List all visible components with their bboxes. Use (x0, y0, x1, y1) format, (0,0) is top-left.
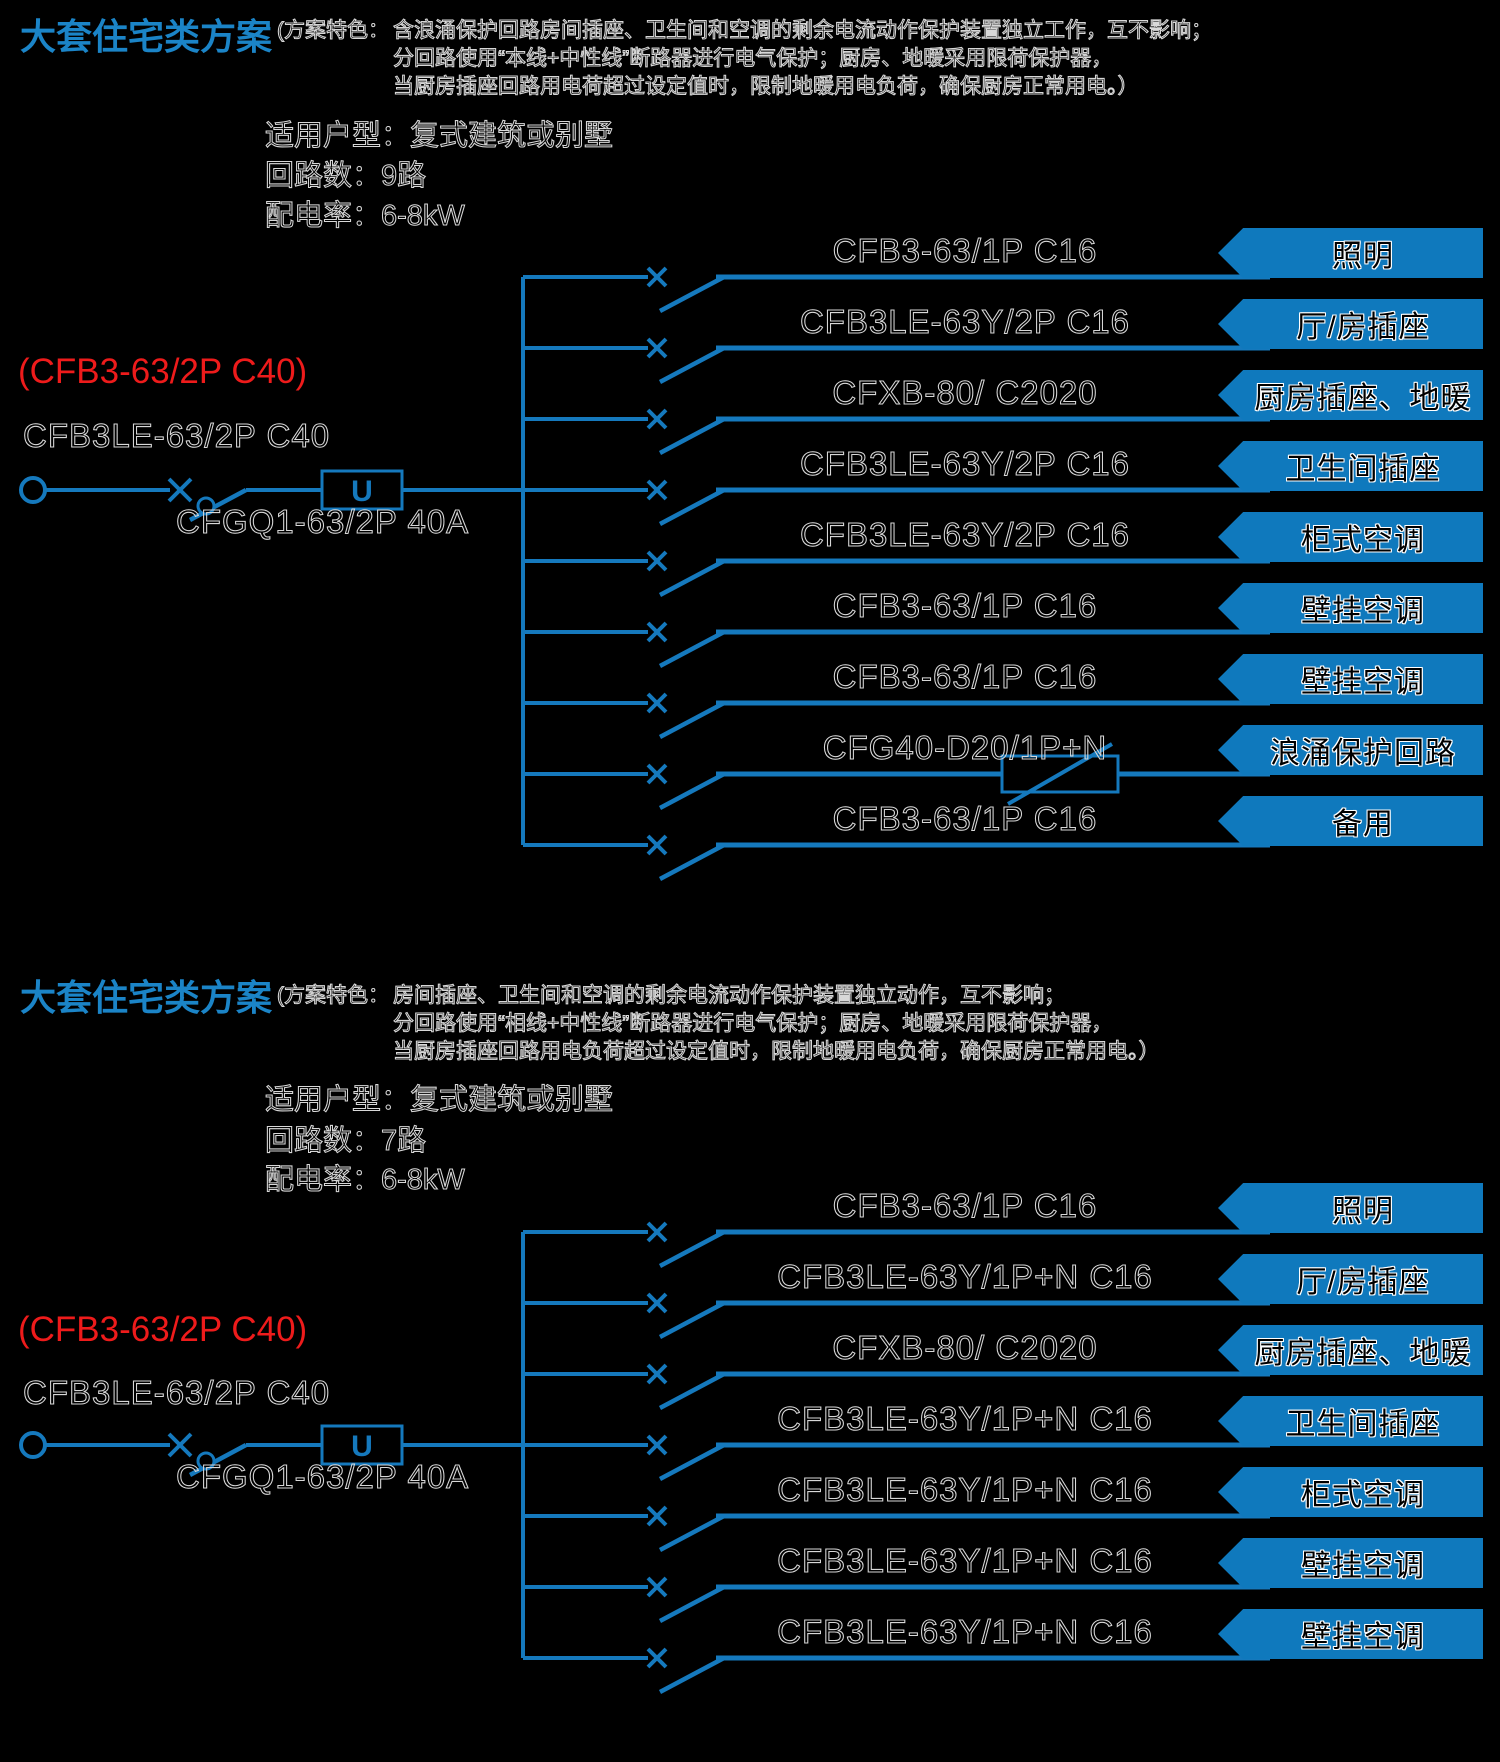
main-breaker-model: CFB3LE-63/2P C40 (22, 416, 331, 454)
circuit-model: CFB3LE-63Y/2P C16 (799, 302, 1131, 340)
load-label: 照明 (1332, 1195, 1394, 1228)
feature-line: 含浪涌保护回路房间插座、卫生间和空调的剩余电流动作保护装置独立工作，互不影响； (392, 18, 1212, 42)
load-label: 壁挂空调 (1301, 666, 1425, 699)
circuit-model: CFXB-80/ C2020 (832, 1328, 1098, 1366)
info-house-type: 适用户型：复式建筑或别墅 (264, 1083, 614, 1116)
scheme-title: 大套住宅类方案 (20, 16, 273, 57)
load-label: 柜式空调 (1301, 524, 1425, 557)
scheme-title: 大套住宅类方案 (20, 977, 273, 1018)
circuit-model: CFB3-63/1P C16 (832, 657, 1098, 695)
feature-line: 分回路使用“相线+中性线”断路器进行电气保护；厨房、地暖采用限荷保护器， (392, 1011, 1113, 1035)
load-label: 备用 (1332, 808, 1394, 841)
load-label: 厅/房插座 (1296, 311, 1430, 344)
load-label: 厨房插座、地暖 (1254, 382, 1472, 415)
info-circuit-count: 回路数：7路 (264, 1124, 427, 1157)
feature-line: 当厨房插座回路用电荷超过设定值时，限制地暖用电负荷，确保厨房正常用电。） (392, 74, 1139, 98)
load-banner: 卫生间插座 (1218, 1396, 1483, 1446)
info-house-type: 适用户型：复式建筑或别墅 (264, 119, 614, 152)
feature-label: (方案特色： (276, 983, 389, 1007)
feature-line: 当厨房插座回路用电负荷超过设定值时，限制地暖用电负荷，确保厨房正常用电。） (392, 1039, 1160, 1063)
feature-line: 分回路使用“本线+中性线”断路器进行电气保护；厨房、地暖采用限荷保护器， (392, 46, 1113, 70)
feature-label: (方案特色： (276, 18, 389, 42)
circuit-model: CFB3-63/1P C16 (832, 1186, 1098, 1224)
circuit-model: CFB3-63/1P C16 (832, 586, 1098, 624)
load-banner: 备用 (1218, 796, 1483, 846)
load-banner: 厨房插座、地暖 (1218, 1325, 1483, 1375)
info-power-rating: 配电率：6-8kW (264, 199, 465, 232)
load-label: 柜式空调 (1301, 1479, 1425, 1512)
load-banner: 厅/房插座 (1218, 299, 1483, 349)
circuit-model: CFB3LE-63Y/1P+N C16 (777, 1612, 1153, 1650)
circuit-model: CFB3LE-63Y/1P+N C16 (777, 1541, 1153, 1579)
feature-line: 房间插座、卫生间和空调的剩余电流动作保护装置独立动作，互不影响； (392, 983, 1065, 1007)
circuit-model: CFB3LE-63Y/1P+N C16 (777, 1399, 1153, 1437)
isolator-model: CFGQ1-63/2P 40A (175, 502, 470, 540)
isolator-model: CFGQ1-63/2P 40A (175, 1457, 470, 1495)
load-banner: 壁挂空调 (1218, 1538, 1483, 1588)
main-breaker-alt-model: (CFB3-63/2P C40) (18, 1310, 308, 1349)
load-banner: 厨房插座、地暖 (1218, 370, 1483, 420)
load-label: 卫生间插座 (1285, 453, 1441, 486)
load-banner: 厅/房插座 (1218, 1254, 1483, 1304)
circuit-model: CFB3LE-63Y/2P C16 (799, 515, 1131, 553)
load-label: 照明 (1332, 240, 1394, 273)
load-banner: 壁挂空调 (1218, 654, 1483, 704)
load-banner: 照明 (1218, 1183, 1483, 1233)
load-label: 浪涌保护回路 (1270, 737, 1456, 770)
load-banner: 浪涌保护回路 (1218, 725, 1483, 775)
load-banner: 柜式空调 (1218, 512, 1483, 562)
circuit-model: CFB3-63/1P C16 (832, 231, 1098, 269)
circuit-model: CFB3LE-63Y/2P C16 (799, 444, 1131, 482)
main-breaker-model: CFB3LE-63/2P C40 (22, 1373, 331, 1411)
load-banner: 柜式空调 (1218, 1467, 1483, 1517)
info-power-rating: 配电率：6-8kW (264, 1163, 465, 1196)
circuit-model: CFB3LE-63Y/1P+N C16 (777, 1470, 1153, 1508)
circuit-model: CFB3LE-63Y/1P+N C16 (777, 1257, 1153, 1295)
load-label: 壁挂空调 (1301, 595, 1425, 628)
circuit-model: CFG40-D20/1P+N (822, 728, 1108, 766)
load-banner: 卫生间插座 (1218, 441, 1483, 491)
load-banner: 照明 (1218, 228, 1483, 278)
load-label: 厅/房插座 (1296, 1266, 1430, 1299)
circuit-model: CFXB-80/ C2020 (832, 373, 1098, 411)
load-banner: 壁挂空调 (1218, 583, 1483, 633)
info-circuit-count: 回路数：9路 (264, 159, 427, 192)
load-banner: 壁挂空调 (1218, 1609, 1483, 1659)
load-label: 壁挂空调 (1301, 1621, 1425, 1654)
circuit-model: CFB3-63/1P C16 (832, 799, 1098, 837)
load-label: 壁挂空调 (1301, 1550, 1425, 1583)
load-label: 厨房插座、地暖 (1254, 1337, 1472, 1370)
main-breaker-alt-model: (CFB3-63/2P C40) (18, 352, 308, 391)
load-label: 卫生间插座 (1285, 1408, 1441, 1441)
